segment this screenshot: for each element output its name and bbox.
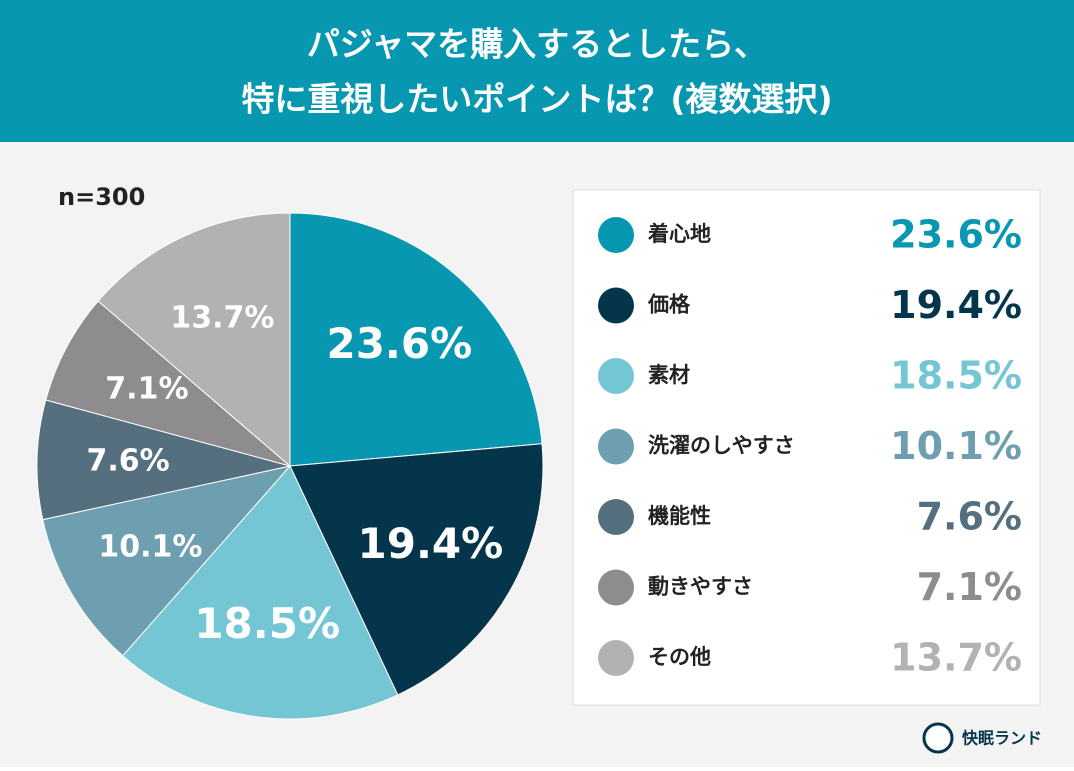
legend-label: その他 — [648, 645, 711, 669]
slice-label: 18.5% — [194, 599, 340, 648]
legend-label: 洗濯のしやすさ — [648, 434, 795, 458]
slice-label: 13.7% — [170, 300, 274, 335]
pie-slice — [36, 399, 291, 521]
pie-slice — [289, 212, 543, 467]
legend-marker — [598, 217, 634, 253]
legend-marker — [598, 569, 634, 606]
pie: 23.6% 19.4% 18.5% 10.1% 7.6% 7.1% 13.7% — [36, 212, 544, 720]
brand-logo — [922, 722, 954, 754]
legend: 着心地 23.6% 価格 19.4% 素材 18.5% 洗濯のしやすさ 10.1% 機能性 7.6… — [598, 213, 1022, 680]
pie-slice — [45, 300, 291, 467]
chart-title: 特に重視したいポイントは？(複数選択) — [241, 80, 832, 119]
header — [0, 0, 1074, 142]
slice-label: 10.1% — [98, 529, 202, 564]
legend-label: 着心地 — [647, 222, 711, 246]
legend-box — [572, 189, 1041, 706]
sample-note: n=300 — [58, 183, 145, 211]
legend-label: 機能性 — [648, 504, 711, 528]
legend-marker — [598, 428, 634, 465]
slice-label: 7.1% — [105, 372, 188, 407]
pie-slice — [42, 465, 292, 657]
slice-label: 23.6% — [326, 319, 472, 368]
slice-label: 19.4% — [358, 519, 504, 568]
legend-marker — [598, 287, 634, 324]
pie-slice — [97, 212, 291, 468]
legend-value: 7.6% — [917, 495, 1022, 539]
legend-marker — [598, 499, 634, 535]
legend-value: 19.4% — [890, 283, 1022, 327]
legend-value: 23.6% — [890, 213, 1022, 257]
legend-label: 動きやすさ — [648, 575, 753, 599]
brand-name: 快眠ランド — [962, 729, 1042, 748]
legend-marker — [598, 358, 634, 394]
pie-slice — [121, 465, 399, 720]
legend-label: 価格 — [647, 293, 691, 317]
legend-value: 13.7% — [890, 636, 1022, 680]
slice-label: 7.6% — [87, 443, 170, 478]
legend-label: 素材 — [648, 363, 690, 387]
legend-value: 18.5% — [890, 354, 1022, 398]
pie-slice — [289, 443, 544, 696]
legend-marker — [598, 640, 634, 676]
chart-title: パジャマを購入するとしたら、 — [307, 25, 767, 64]
legend-value: 10.1% — [890, 424, 1022, 468]
legend-value: 7.1% — [917, 565, 1022, 609]
